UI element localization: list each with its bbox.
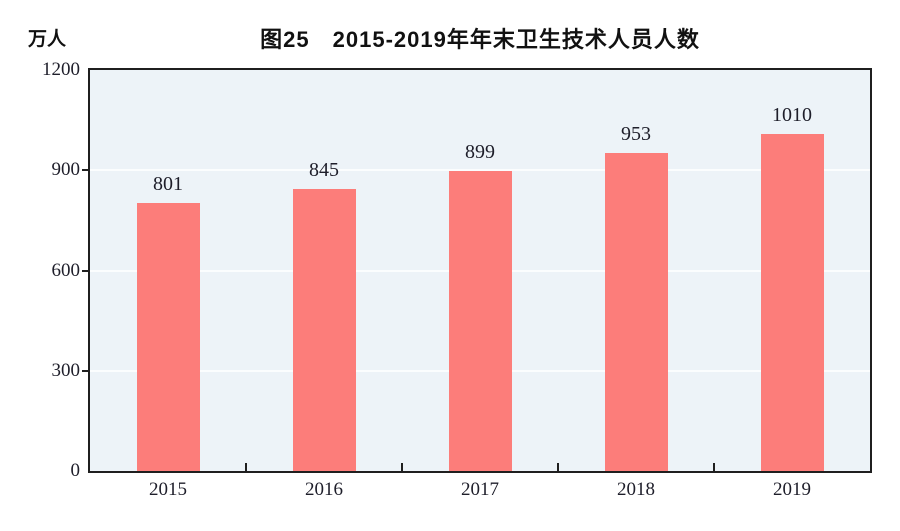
y-tick-label-1200: 1200 [42, 59, 80, 80]
bar-value-label-2016: 845 [309, 158, 339, 181]
x-tick-mark-3 [557, 463, 559, 471]
bar-2015 [136, 203, 200, 471]
bar-2016 [292, 188, 356, 471]
bar-2018 [604, 152, 668, 471]
bar-value-label-2018: 953 [621, 122, 651, 145]
y-tick-label-900: 900 [51, 159, 81, 181]
plot-area: 801 845 899 953 1010 [88, 68, 872, 473]
x-tick-label-2019: 2019 [773, 479, 811, 500]
x-tick-mark-4 [713, 463, 715, 471]
x-tick-mark-1 [245, 463, 247, 471]
x-tick-mark-2 [401, 463, 403, 471]
bar-2019 [760, 133, 824, 471]
x-tick-label-2017: 2017 [461, 479, 499, 500]
bar-2017 [448, 170, 512, 471]
y-tick-label-300: 300 [51, 359, 81, 381]
bar-value-label-2019: 1010 [772, 103, 812, 126]
y-tick-mark-900 [82, 169, 89, 172]
x-tick-label-2016: 2016 [305, 479, 343, 500]
y-axis-unit-label: 万人 [28, 29, 67, 50]
gridline-900 [90, 169, 870, 172]
y-tick-label-0: 0 [70, 460, 81, 481]
y-tick-mark-300 [82, 369, 89, 372]
x-tick-label-2015: 2015 [149, 479, 187, 500]
y-tick-label-600: 600 [51, 259, 81, 281]
x-tick-label-2018: 2018 [617, 479, 655, 500]
y-tick-mark-600 [82, 269, 89, 272]
bar-value-label-2017: 899 [465, 140, 495, 163]
bar-value-label-2015: 801 [153, 173, 183, 196]
chart-title: 图25 2015-2019年年末卫生技术人员人数 [260, 27, 700, 52]
